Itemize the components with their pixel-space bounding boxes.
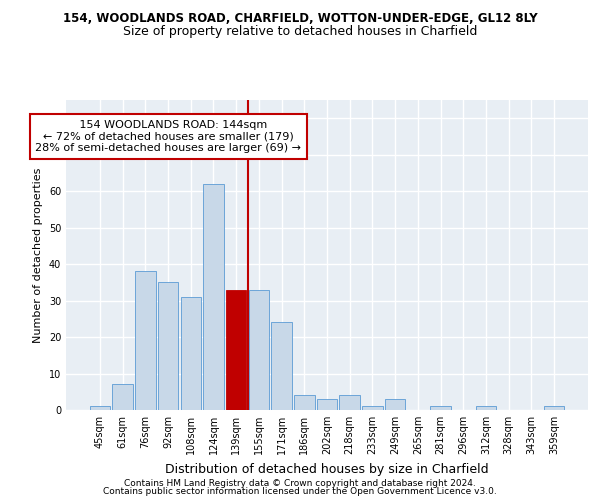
- Text: 154 WOODLANDS ROAD: 144sqm
← 72% of detached houses are smaller (179)
28% of sem: 154 WOODLANDS ROAD: 144sqm ← 72% of deta…: [35, 120, 301, 153]
- Bar: [248, 290, 269, 410]
- Bar: [226, 290, 247, 410]
- Bar: [340, 396, 360, 410]
- Bar: [203, 184, 224, 410]
- Bar: [90, 406, 110, 410]
- Text: Contains public sector information licensed under the Open Government Licence v3: Contains public sector information licen…: [103, 487, 497, 496]
- X-axis label: Distribution of detached houses by size in Charfield: Distribution of detached houses by size …: [165, 462, 489, 475]
- Bar: [112, 384, 133, 410]
- Bar: [271, 322, 292, 410]
- Bar: [385, 399, 406, 410]
- Bar: [362, 406, 383, 410]
- Text: 154, WOODLANDS ROAD, CHARFIELD, WOTTON-UNDER-EDGE, GL12 8LY: 154, WOODLANDS ROAD, CHARFIELD, WOTTON-U…: [62, 12, 538, 26]
- Bar: [181, 297, 201, 410]
- Bar: [317, 399, 337, 410]
- Bar: [135, 272, 155, 410]
- Text: Size of property relative to detached houses in Charfield: Size of property relative to detached ho…: [123, 25, 477, 38]
- Bar: [544, 406, 564, 410]
- Y-axis label: Number of detached properties: Number of detached properties: [33, 168, 43, 342]
- Text: Contains HM Land Registry data © Crown copyright and database right 2024.: Contains HM Land Registry data © Crown c…: [124, 478, 476, 488]
- Bar: [294, 396, 314, 410]
- Bar: [476, 406, 496, 410]
- Bar: [158, 282, 178, 410]
- Bar: [430, 406, 451, 410]
